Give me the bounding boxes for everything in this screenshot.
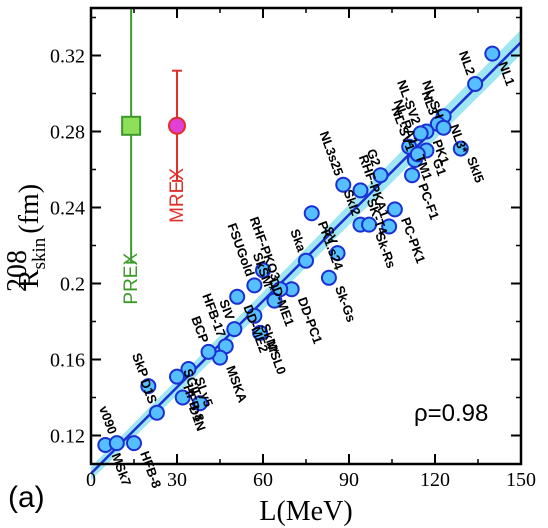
data-point <box>229 288 246 305</box>
data-point <box>412 125 429 142</box>
data-point <box>191 395 208 412</box>
mrex-label: MREX <box>167 168 188 223</box>
data-point <box>386 201 403 218</box>
prex-marker <box>121 115 142 136</box>
data-point <box>352 182 369 199</box>
data-point <box>409 146 426 163</box>
x-axis-title: L(MeV) <box>259 496 352 527</box>
plot-frame <box>89 6 523 466</box>
y-axis-title: Rskin (fm) <box>14 184 50 288</box>
data-point <box>329 245 346 262</box>
y-axis-title-unit: (fm) <box>14 184 45 234</box>
data-point <box>148 404 165 421</box>
panel-label: (a) <box>8 481 45 514</box>
x-tick-label: 60 <box>253 469 273 491</box>
data-point <box>381 218 398 235</box>
y-axis-title-superscript: 208 <box>2 250 33 292</box>
data-point <box>226 321 243 338</box>
y-tick-label: 0.28 <box>50 122 85 144</box>
data-point <box>303 205 320 222</box>
data-point <box>404 167 421 184</box>
x-tick-label: 0 <box>86 469 96 491</box>
y-tick-label: 0.2 <box>60 274 85 296</box>
data-point <box>200 343 217 360</box>
x-tick-label: 120 <box>420 469 450 491</box>
data-point <box>361 216 378 233</box>
data-point <box>335 176 352 193</box>
data-point <box>484 45 501 62</box>
data-point <box>174 389 191 406</box>
y-tick-label: 0.12 <box>50 426 85 448</box>
data-point <box>320 269 337 286</box>
x-tick-label: 150 <box>506 469 536 491</box>
data-point <box>452 140 469 157</box>
data-point <box>140 378 157 395</box>
y-tick-label: 0.24 <box>50 198 85 220</box>
point-label: G2 <box>364 147 384 168</box>
data-point <box>266 292 283 309</box>
y-axis-title-subscript: skin <box>29 237 50 269</box>
data-point <box>108 435 125 452</box>
data-point <box>180 361 197 377</box>
data-point <box>252 324 269 341</box>
data-point <box>372 167 389 184</box>
data-point <box>435 119 452 136</box>
data-point <box>255 262 271 279</box>
y-tick-label: 0.32 <box>50 46 85 68</box>
y-tick-label: 0.16 <box>50 350 85 372</box>
point-label: SV <box>321 225 341 247</box>
y-axis-title-main: R <box>14 269 45 288</box>
point-label: G1 <box>430 156 450 177</box>
data-point <box>246 307 263 324</box>
plot-area <box>91 8 521 464</box>
data-point <box>467 76 484 92</box>
correlation-label: ρ=0.98 <box>414 400 488 427</box>
data-point <box>298 252 314 269</box>
data-point <box>169 368 185 385</box>
data-point <box>246 277 263 294</box>
x-tick-label: 30 <box>167 469 187 491</box>
data-point <box>126 435 142 452</box>
x-tick-label: 90 <box>339 469 359 491</box>
point-label: SIV <box>216 297 237 322</box>
prex-label: PREX <box>121 253 142 305</box>
mrex-marker <box>168 116 186 135</box>
